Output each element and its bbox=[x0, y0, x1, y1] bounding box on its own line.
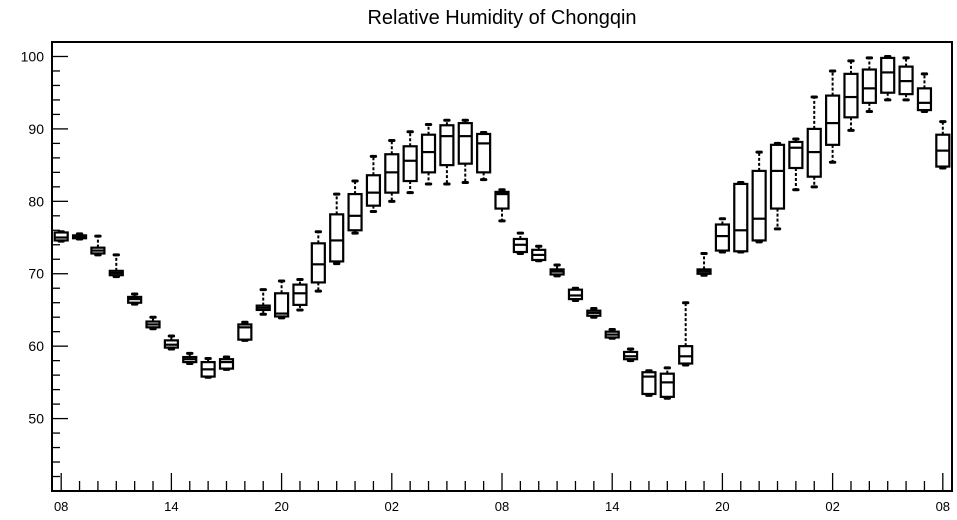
box-22 bbox=[457, 118, 473, 184]
box-body bbox=[347, 192, 363, 232]
y-axis: 50 60 70 80 90 100 bbox=[21, 41, 68, 492]
y-tick-label: 50 bbox=[28, 411, 44, 427]
box-17 bbox=[365, 154, 382, 213]
box-15 bbox=[329, 192, 345, 266]
y-tick-label: 80 bbox=[28, 193, 44, 209]
box-body bbox=[678, 345, 694, 365]
box-45 bbox=[880, 54, 896, 102]
box-44 bbox=[861, 56, 877, 114]
box-12 bbox=[273, 279, 290, 320]
box-26 bbox=[531, 244, 547, 263]
plot-frame bbox=[51, 41, 953, 492]
box-36 bbox=[714, 217, 731, 254]
box-body bbox=[476, 132, 492, 174]
box-body bbox=[733, 182, 749, 253]
box-18 bbox=[384, 138, 400, 203]
box-body bbox=[365, 174, 382, 207]
box-1 bbox=[71, 232, 88, 241]
box-42 bbox=[825, 69, 841, 164]
box-23 bbox=[476, 131, 492, 182]
box-28 bbox=[567, 286, 584, 303]
box-19 bbox=[402, 130, 418, 195]
x-tick-label: 08 bbox=[54, 499, 68, 514]
box-24 bbox=[494, 188, 510, 223]
x-tick-label: 08 bbox=[936, 499, 950, 514]
box-7 bbox=[182, 351, 198, 366]
box-body bbox=[273, 292, 290, 318]
x-tick-label: 20 bbox=[715, 499, 729, 514]
box-body bbox=[788, 140, 804, 170]
box-21 bbox=[439, 118, 455, 186]
box-2 bbox=[90, 234, 106, 257]
box-10 bbox=[237, 320, 253, 342]
box-31 bbox=[622, 347, 639, 363]
box-3 bbox=[108, 253, 124, 279]
box-body bbox=[880, 56, 896, 94]
box-series bbox=[53, 54, 951, 400]
x-tick-label: 14 bbox=[164, 499, 178, 514]
box-4 bbox=[127, 292, 143, 306]
box-body bbox=[861, 68, 877, 104]
box-39 bbox=[769, 141, 786, 231]
box-body bbox=[402, 145, 418, 183]
box-0 bbox=[53, 230, 69, 243]
y-tick-label: 90 bbox=[28, 121, 44, 137]
box-body bbox=[825, 94, 841, 146]
box-35 bbox=[696, 251, 712, 277]
box-body bbox=[843, 72, 859, 119]
box-41 bbox=[806, 95, 822, 189]
y-tick-label: 70 bbox=[28, 266, 44, 282]
x-tick-label: 08 bbox=[495, 499, 509, 514]
chart-title: Relative Humidity of Chongqin bbox=[367, 7, 636, 29]
box-25 bbox=[512, 231, 528, 255]
box-33 bbox=[659, 366, 675, 400]
box-47 bbox=[916, 72, 933, 114]
x-tick-label: 02 bbox=[385, 499, 399, 514]
box-20 bbox=[420, 123, 437, 186]
box-13 bbox=[292, 278, 308, 312]
x-tick-label: 02 bbox=[825, 499, 839, 514]
box-body bbox=[329, 213, 345, 263]
box-body bbox=[769, 143, 786, 210]
y-tick-label: 100 bbox=[21, 48, 45, 64]
box-body bbox=[494, 190, 510, 210]
box-9 bbox=[218, 355, 235, 371]
box-11 bbox=[255, 288, 271, 316]
y-tick-label: 60 bbox=[28, 338, 44, 354]
box-43 bbox=[843, 59, 859, 132]
box-38 bbox=[751, 150, 767, 244]
box-body bbox=[310, 242, 326, 284]
box-16 bbox=[347, 179, 363, 235]
box-body bbox=[714, 223, 731, 252]
box-27 bbox=[549, 263, 565, 278]
box-body bbox=[751, 169, 767, 242]
box-5 bbox=[145, 315, 161, 331]
box-body bbox=[420, 133, 437, 174]
box-body bbox=[457, 122, 473, 165]
box-body bbox=[916, 87, 933, 112]
box-37 bbox=[733, 180, 749, 254]
box-46 bbox=[898, 56, 914, 102]
box-14 bbox=[310, 230, 326, 293]
box-40 bbox=[788, 137, 804, 192]
box-body bbox=[439, 124, 455, 167]
box-30 bbox=[604, 328, 620, 340]
x-axis: 08 14 20 02 08 14 20 02 08 bbox=[54, 473, 950, 514]
box-body bbox=[218, 358, 235, 370]
box-6 bbox=[163, 334, 179, 351]
box-8 bbox=[200, 356, 216, 379]
x-tick-label: 14 bbox=[605, 499, 619, 514]
x-tick-label: 20 bbox=[274, 499, 288, 514]
box-body bbox=[292, 283, 308, 306]
box-48 bbox=[935, 120, 951, 170]
box-body bbox=[659, 372, 675, 398]
box-29 bbox=[586, 307, 602, 319]
box-34 bbox=[678, 301, 694, 367]
box-32 bbox=[641, 369, 657, 397]
